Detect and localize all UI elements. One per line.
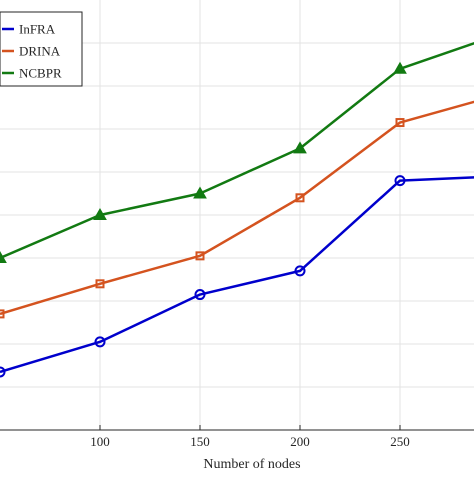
series-ncbpr	[0, 42, 474, 263]
series-line	[0, 176, 474, 374]
x-tick-label: 200	[290, 434, 310, 449]
series-infra	[0, 175, 474, 378]
legend-entry: InFRA	[2, 22, 56, 37]
x-tick-label: 250	[390, 434, 410, 449]
series-line	[0, 100, 474, 316]
x-tick-label: 150	[190, 434, 210, 449]
legend-label: InFRA	[19, 22, 56, 37]
data-point	[293, 141, 307, 154]
series-drina	[0, 100, 474, 319]
axes: 100 150 200 250	[0, 425, 474, 449]
data-point	[194, 289, 206, 301]
legend: InFRA DRINA NCBPR	[0, 11, 83, 87]
legend-entry: DRINA	[2, 44, 61, 59]
legend-entry: NCBPR	[2, 66, 62, 81]
data-point	[95, 279, 105, 289]
data-point	[195, 251, 205, 261]
x-tick-label: 100	[90, 434, 110, 449]
series-layer	[0, 42, 474, 378]
data-point	[394, 175, 406, 187]
legend-label: NCBPR	[19, 66, 62, 81]
data-point	[393, 61, 407, 74]
data-point	[93, 207, 107, 220]
data-point	[294, 265, 306, 277]
series-line	[0, 42, 474, 260]
data-point	[395, 118, 405, 128]
legend-label: DRINA	[19, 44, 61, 59]
data-point	[0, 309, 5, 319]
data-point	[295, 193, 305, 203]
data-point	[0, 366, 6, 378]
data-point	[0, 250, 7, 263]
data-point	[193, 186, 207, 199]
x-axis-label: Number of nodes	[203, 457, 300, 472]
data-point	[94, 336, 106, 348]
